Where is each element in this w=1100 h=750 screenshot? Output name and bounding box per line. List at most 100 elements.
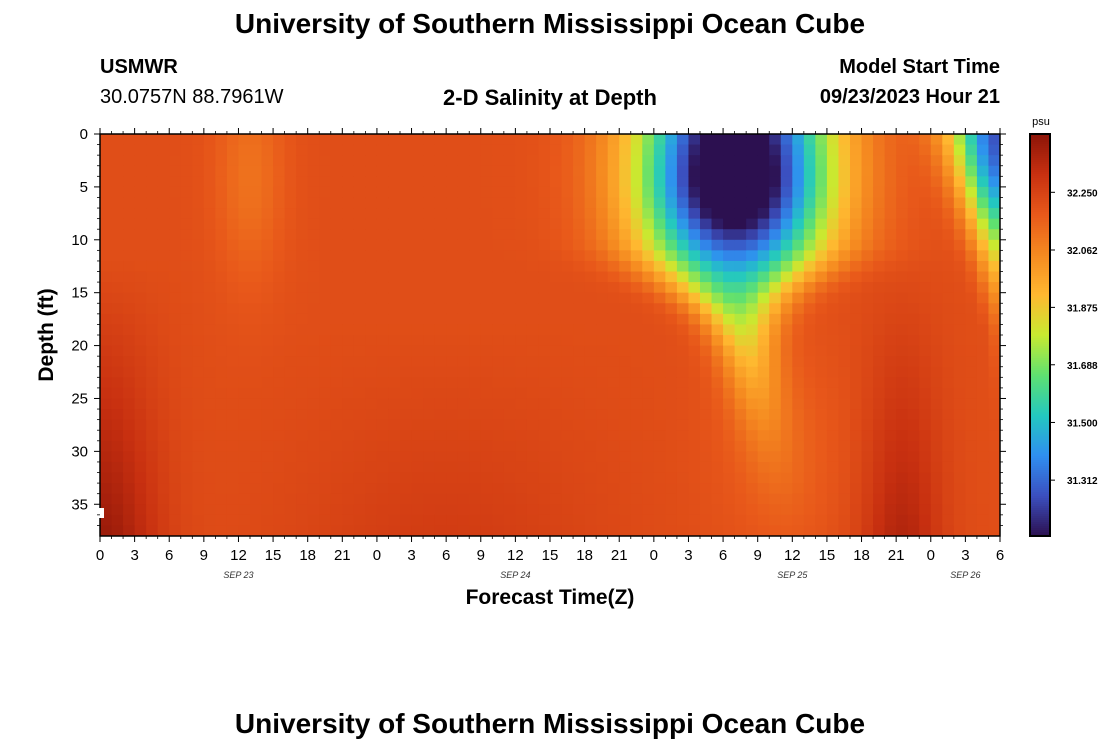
heatmap-cell xyxy=(146,313,159,326)
heatmap-cell xyxy=(423,186,436,199)
colorbar-swatch xyxy=(1030,464,1050,467)
heatmap-cell xyxy=(976,271,990,283)
heatmap-cell xyxy=(446,335,459,347)
heatmap-cell xyxy=(434,451,447,463)
heatmap-cell xyxy=(273,377,286,389)
heatmap-cell xyxy=(515,229,528,241)
heatmap-cell xyxy=(826,176,840,188)
heatmap-cell xyxy=(353,144,366,156)
heatmap-cell xyxy=(434,282,447,294)
heatmap-cell xyxy=(469,525,482,536)
colorbar-swatch xyxy=(1030,298,1050,301)
heatmap-cell xyxy=(942,440,955,452)
heatmap-cell xyxy=(376,292,390,304)
heatmap-cell xyxy=(873,144,886,156)
colorbar-swatch xyxy=(1030,334,1050,337)
heatmap-cell xyxy=(792,176,805,188)
heatmap-cell xyxy=(434,144,447,156)
heatmap-cell xyxy=(965,282,978,294)
heatmap-cell xyxy=(665,387,678,400)
heatmap-cell xyxy=(642,472,655,484)
heatmap-cell xyxy=(134,366,147,378)
heatmap-cell xyxy=(365,398,378,410)
heatmap-cell xyxy=(850,419,863,431)
heatmap-cell xyxy=(123,186,136,199)
heatmap-cell xyxy=(642,324,655,336)
heatmap-cell xyxy=(561,229,574,241)
heatmap-cell xyxy=(711,451,724,463)
heatmap-cell xyxy=(273,292,286,304)
heatmap-cell xyxy=(503,186,516,199)
heatmap-cell xyxy=(550,377,563,389)
heatmap-cell xyxy=(642,430,655,442)
heatmap-cell xyxy=(503,387,516,400)
colorbar-tick-label: 31.500 xyxy=(1067,418,1098,429)
heatmap-cell xyxy=(284,345,297,357)
heatmap-cell xyxy=(688,218,701,230)
heatmap-cell xyxy=(653,292,666,304)
heatmap-cell xyxy=(169,313,182,326)
heatmap-cell xyxy=(607,303,620,315)
heatmap-cell xyxy=(873,514,886,527)
heatmap-cell xyxy=(273,472,286,484)
heatmap-cell xyxy=(492,461,505,474)
heatmap-cell xyxy=(180,472,193,484)
colorbar-swatch xyxy=(1030,214,1050,217)
heatmap-cell xyxy=(434,260,447,273)
colorbar-swatch xyxy=(1030,500,1050,503)
heatmap-cell xyxy=(123,504,136,516)
heatmap-cell xyxy=(711,155,724,167)
heatmap-cell xyxy=(353,430,366,442)
heatmap-cell xyxy=(619,303,632,315)
heatmap-cell xyxy=(803,430,816,442)
heatmap-cell xyxy=(953,155,966,167)
colorbar-swatch xyxy=(1030,454,1050,457)
heatmap-cell xyxy=(515,356,528,368)
heatmap-cell xyxy=(215,514,228,527)
heatmap-cell xyxy=(250,134,263,146)
heatmap-cell xyxy=(884,313,897,326)
heatmap-cell xyxy=(169,430,182,442)
heatmap-cell xyxy=(907,239,920,251)
heatmap-cell xyxy=(180,451,193,463)
heatmap-cell xyxy=(965,176,978,188)
heatmap-cell xyxy=(815,440,828,452)
heatmap-cell xyxy=(965,451,978,463)
heatmap-cell xyxy=(203,134,216,146)
heatmap-cell xyxy=(988,144,1000,156)
heatmap-cell xyxy=(630,144,643,156)
heatmap-cell xyxy=(538,440,551,452)
heatmap-cell xyxy=(123,271,136,283)
heatmap-cell xyxy=(446,197,459,209)
heatmap-cell xyxy=(261,303,274,315)
heatmap-cell xyxy=(538,430,551,442)
heatmap-cell xyxy=(423,282,436,294)
model-start-value: 09/23/2023 Hour 21 xyxy=(819,86,1000,108)
heatmap-cell xyxy=(123,387,136,400)
heatmap-cell xyxy=(146,197,159,209)
heatmap-cell xyxy=(803,419,816,431)
heatmap-cell xyxy=(307,155,320,167)
heatmap-cell xyxy=(526,504,540,516)
heatmap-cell xyxy=(492,430,505,442)
colorbar-swatch xyxy=(1030,314,1050,317)
heatmap-cell xyxy=(573,303,586,315)
colorbar-swatch xyxy=(1030,392,1050,395)
heatmap-cell xyxy=(942,229,955,241)
heatmap-cell xyxy=(538,282,551,294)
heatmap-cell xyxy=(607,345,620,357)
colorbar-swatch xyxy=(1030,208,1050,211)
heatmap-cell xyxy=(619,271,632,283)
heatmap-cell xyxy=(826,218,840,230)
colorbar-swatch xyxy=(1030,186,1050,189)
heatmap-cell xyxy=(803,134,816,146)
heatmap-cell xyxy=(873,250,886,262)
heatmap-cell xyxy=(665,430,678,442)
heatmap-cell xyxy=(192,366,205,378)
heatmap-cell xyxy=(365,366,378,378)
heatmap-cell xyxy=(665,250,678,262)
heatmap-cell xyxy=(930,356,943,368)
heatmap-cell xyxy=(203,409,216,421)
heatmap-cell xyxy=(365,134,378,146)
